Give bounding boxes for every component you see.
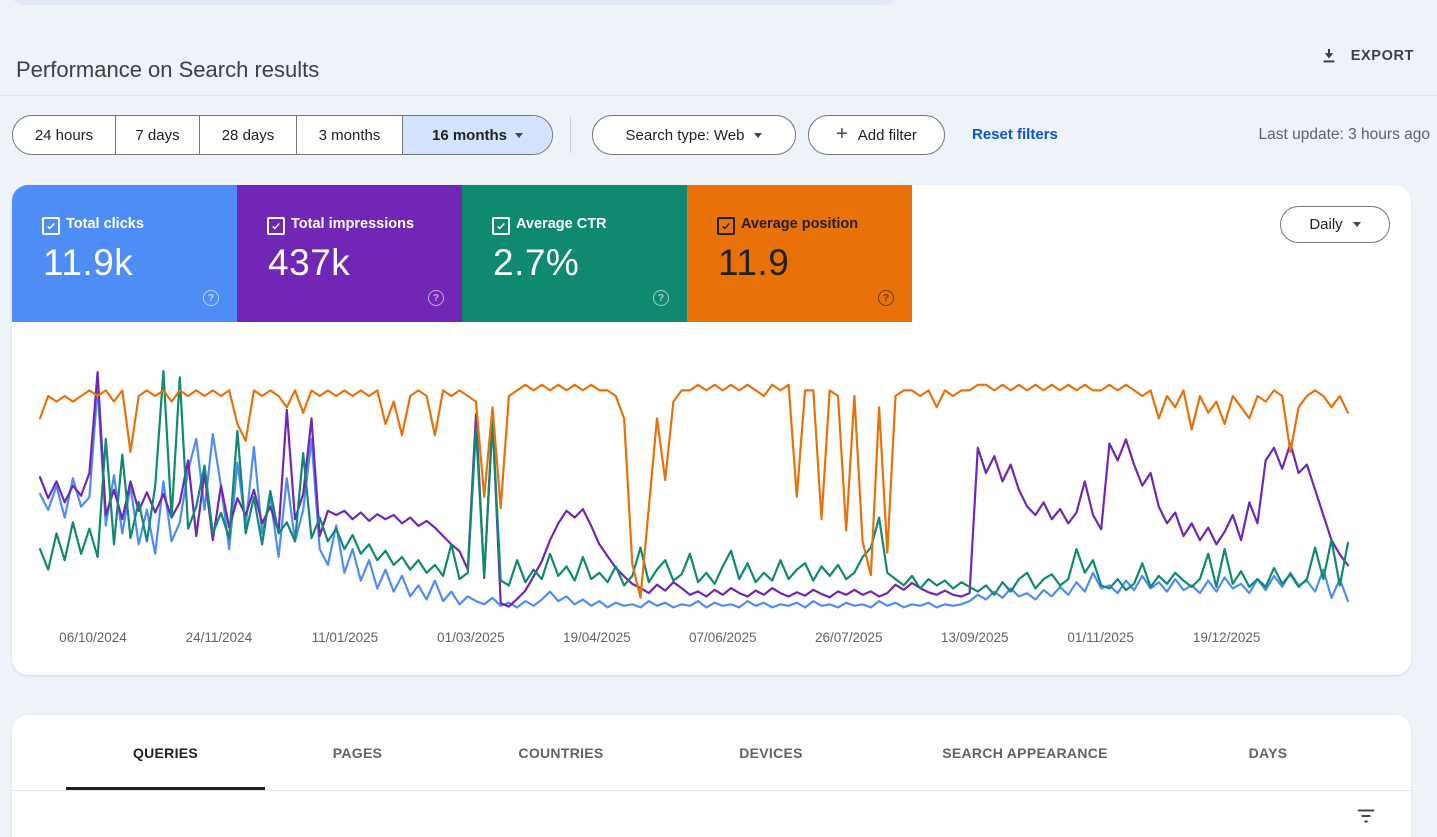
- metric-tile-total-clicks[interactable]: Total clicks 11.9k ?: [12, 185, 237, 322]
- metric-tile-average-ctr[interactable]: Average CTR 2.7% ?: [462, 185, 687, 322]
- x-tick-label: 11/01/2025: [311, 630, 379, 645]
- series-ctr-: [38, 369, 1350, 596]
- tab-devices[interactable]: DEVICES: [672, 715, 870, 790]
- filter-toolbar: 24 hours 7 days 28 days 3 months 16 mont…: [0, 115, 1437, 155]
- series-impressions: [38, 371, 1350, 608]
- date-range-7-days[interactable]: 7 days: [115, 116, 199, 154]
- metric-tile-total-impressions[interactable]: Total impressions 437k ?: [237, 185, 462, 322]
- metric-value: 437k: [268, 242, 351, 283]
- timeseries-chart[interactable]: 06/10/2024 24/11/2024 11/01/2025 01/03/2025…: [12, 322, 1411, 675]
- download-icon: [1319, 46, 1339, 66]
- x-tick-label: 19/04/2025: [563, 630, 631, 645]
- dimensions-card: QUERIES PAGES COUNTRIES DEVICES SEARCH A…: [12, 715, 1411, 837]
- x-tick-label: 06/10/2024: [59, 630, 127, 645]
- help-icon[interactable]: ?: [653, 290, 669, 306]
- add-filter-button[interactable]: + Add filter: [808, 115, 945, 155]
- reset-filters-link[interactable]: Reset filters: [972, 126, 1058, 143]
- checkbox-checked-icon[interactable]: [492, 217, 510, 235]
- help-icon[interactable]: ?: [878, 290, 894, 306]
- series-clicks: [38, 385, 1350, 609]
- page-title: Performance on Search results: [16, 56, 320, 82]
- date-range-16-months-selected[interactable]: 16 months: [402, 116, 552, 154]
- date-range-28-days[interactable]: 28 days: [199, 116, 296, 154]
- filter-list-icon[interactable]: [1353, 803, 1379, 829]
- plus-icon: +: [836, 123, 848, 145]
- metric-tiles: Total clicks 11.9k ? Total impressions 4…: [12, 185, 912, 322]
- metric-value: 2.7%: [493, 242, 580, 283]
- tab-search-appearance[interactable]: SEARCH APPEARANCE: [870, 715, 1180, 790]
- tabs-divider: [12, 790, 1411, 791]
- x-tick-label: 26/07/2025: [814, 630, 883, 645]
- help-icon[interactable]: ?: [203, 290, 219, 306]
- export-button[interactable]: EXPORT: [1313, 40, 1420, 72]
- tab-pages[interactable]: PAGES: [265, 715, 450, 790]
- help-icon[interactable]: ?: [428, 290, 444, 306]
- date-range-24-hours[interactable]: 24 hours: [13, 116, 115, 154]
- dimension-tabs: QUERIES PAGES COUNTRIES DEVICES SEARCH A…: [66, 715, 1356, 790]
- search-box-bottom-edge: [10, 0, 898, 5]
- tab-queries[interactable]: QUERIES: [66, 715, 265, 790]
- series-position: [38, 383, 1350, 599]
- checkbox-checked-icon[interactable]: [42, 217, 60, 235]
- toolbar-divider: [570, 117, 571, 153]
- export-label: EXPORT: [1350, 48, 1414, 64]
- chevron-down-icon: [754, 132, 763, 138]
- chevron-down-icon: [1352, 222, 1361, 227]
- header-divider: [0, 95, 1437, 96]
- x-tick-label: 13/09/2025: [940, 630, 1009, 645]
- checkbox-checked-icon[interactable]: [267, 217, 285, 235]
- x-tick-label: 07/06/2025: [688, 630, 757, 645]
- metric-value: 11.9: [718, 242, 790, 283]
- x-tick-label: 19/12/2025: [1192, 630, 1261, 645]
- last-update-text: Last update: 3 hours ago: [1258, 126, 1431, 143]
- x-tick-label: 01/03/2025: [437, 630, 505, 645]
- x-tick-label: 24/11/2024: [185, 630, 253, 645]
- date-range-group: 24 hours 7 days 28 days 3 months 16 mont…: [12, 115, 553, 155]
- chevron-down-icon: [515, 132, 523, 138]
- x-tick-label: 01/11/2025: [1067, 630, 1134, 645]
- granularity-dropdown[interactable]: Daily: [1280, 206, 1390, 243]
- tab-days[interactable]: DAYS: [1180, 715, 1356, 790]
- performance-chart-card: Total clicks 11.9k ? Total impressions 4…: [12, 185, 1411, 675]
- search-type-dropdown[interactable]: Search type: Web: [592, 115, 796, 155]
- date-range-3-months[interactable]: 3 months: [296, 116, 402, 154]
- checkbox-checked-icon[interactable]: [717, 217, 735, 235]
- tab-countries[interactable]: COUNTRIES: [450, 715, 672, 790]
- metric-tile-average-position[interactable]: Average position 11.9 ?: [687, 185, 912, 322]
- chart-canvas[interactable]: [12, 322, 1411, 675]
- metric-value: 11.9k: [43, 242, 134, 283]
